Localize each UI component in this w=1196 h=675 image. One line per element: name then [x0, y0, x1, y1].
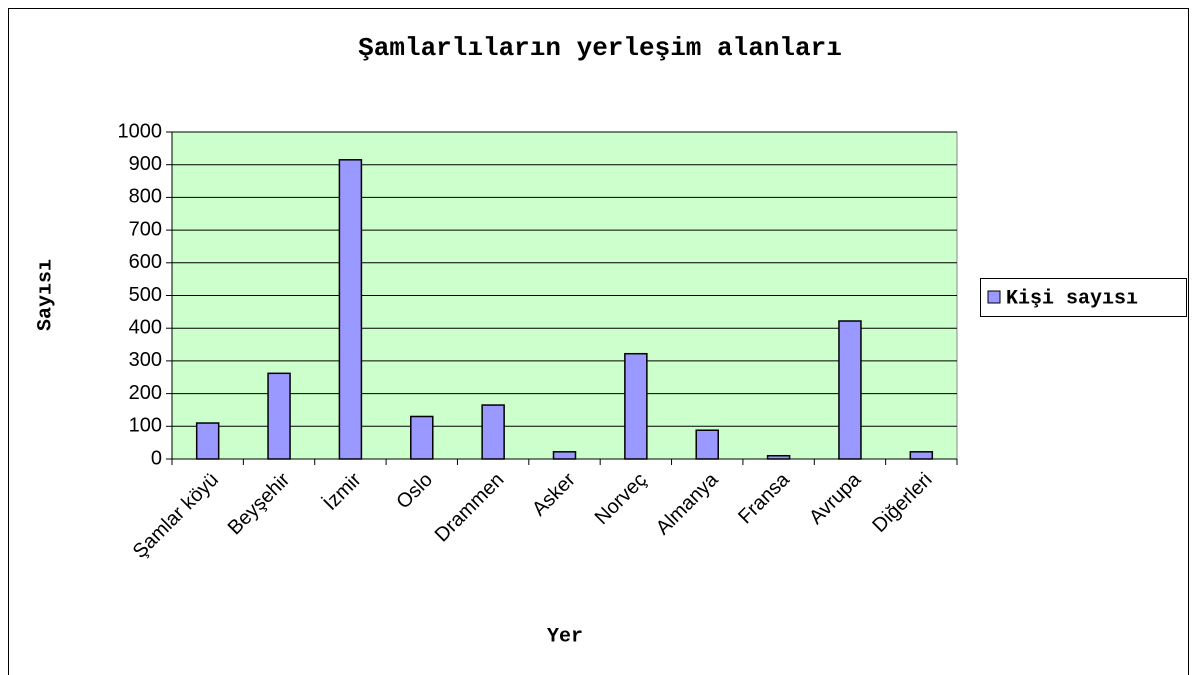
chart-title: Şamlarlıların yerleşim alanları: [358, 33, 842, 63]
y-tick-label: 0: [151, 447, 162, 469]
bar: [481, 404, 505, 460]
y-tick-label: 900: [129, 153, 162, 175]
y-tick-label: 100: [129, 415, 162, 437]
y-axis-title: Sayısı: [34, 259, 57, 331]
bar: [195, 422, 220, 460]
bar: [267, 372, 291, 460]
y-tick-label: 400: [129, 316, 162, 338]
bar: [552, 451, 577, 460]
bar: [338, 159, 363, 460]
bar: [410, 415, 434, 460]
y-tick-label: 300: [129, 349, 162, 371]
legend-box: [980, 278, 1187, 317]
legend-swatch: [987, 290, 1001, 304]
y-tick-label: 700: [129, 218, 162, 240]
bar: [695, 429, 719, 460]
bar: [838, 320, 862, 460]
bar: [624, 352, 648, 460]
y-tick-label: 1000: [118, 120, 163, 142]
y-tick-label: 600: [129, 251, 162, 273]
y-tick-label: 500: [129, 284, 162, 306]
y-tick-label: 800: [129, 186, 162, 208]
bar: [909, 451, 934, 460]
y-tick-label: 200: [129, 382, 162, 404]
x-axis-title: Yer: [547, 625, 583, 648]
bar: [766, 454, 791, 460]
legend-label: Kişi sayısı: [1006, 287, 1138, 310]
